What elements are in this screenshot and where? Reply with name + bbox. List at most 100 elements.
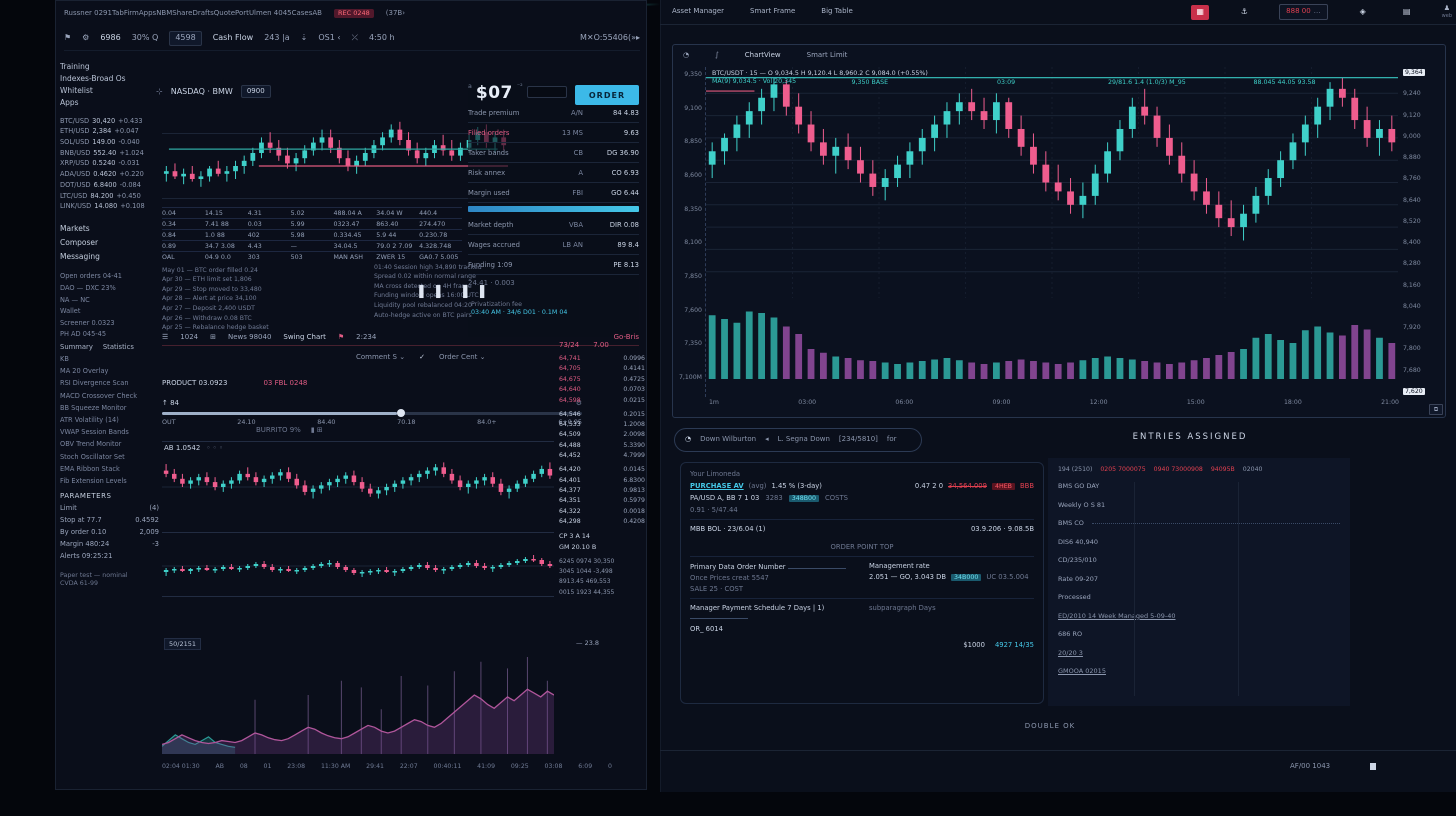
sidebar-nav-item[interactable]: Indexes-Broad Os xyxy=(60,74,126,83)
menubar-item[interactable]: Russner 0291 xyxy=(64,8,112,17)
parameter-row[interactable]: Stop at 77.7 0.4592 xyxy=(60,515,159,524)
mid-row[interactable]: 64,452 4.7999 xyxy=(559,452,645,460)
bid-row[interactable]: 64,351 0.5979 xyxy=(559,497,645,505)
parameter-row[interactable]: Limit (4) xyxy=(60,503,159,512)
price-axis-label[interactable]: 8,880 xyxy=(1403,154,1421,162)
gear-icon[interactable]: ⚙ xyxy=(82,33,90,43)
watchlist-item[interactable]: BTC/USD 30,420 +0.433 xyxy=(60,116,143,125)
tab-swing-chart[interactable]: Swing Chart xyxy=(283,333,326,342)
mbb-field[interactable]: MBB BOL · 23/6.04 (1) xyxy=(690,525,766,533)
ask-row[interactable]: 64,705 0.4141 xyxy=(559,365,645,373)
menubar-extra[interactable]: (37 xyxy=(385,8,398,17)
menubar-item[interactable]: Quote xyxy=(213,8,236,17)
bid-row[interactable]: 64,377 0.9813 xyxy=(559,486,645,494)
toolbar-right-icon[interactable]: 06 xyxy=(617,33,628,43)
table-row[interactable]: OAL 04.9 0.0 303 503 MAN ASH ZWER 15 GA0.7 5.0… xyxy=(162,251,462,262)
sidebar-tool-item[interactable]: Screener 0.0323 xyxy=(60,318,115,327)
indicator-item[interactable]: MACD Crossover Check xyxy=(60,391,138,400)
price-alert-badge[interactable]: 888 00 … xyxy=(1279,4,1328,20)
summary-tab[interactable]: Summary xyxy=(60,343,93,352)
chart-type-label[interactable]: Cash Flow xyxy=(212,33,254,43)
ask-row[interactable]: 64,741 0.0996 xyxy=(559,355,645,362)
menubar-item[interactable]: Firm xyxy=(123,8,139,17)
mid-row[interactable]: 64,533 1.2008 xyxy=(559,420,645,428)
watchlist-item[interactable]: ETH/USD 2,384 +0.047 xyxy=(60,127,139,136)
price-axis-label[interactable]: 8,160 xyxy=(1403,281,1421,289)
tab-1024[interactable]: 1024 xyxy=(180,333,199,342)
depth-slider[interactable] xyxy=(468,206,639,212)
bid-row[interactable]: 64,322 0.0018 xyxy=(559,507,645,515)
volume-area-chart[interactable] xyxy=(161,651,555,756)
curve-icon[interactable]: ∫ xyxy=(715,51,719,60)
grid-icon[interactable]: ⊞ xyxy=(210,333,216,342)
indicator-item[interactable]: ATR Volatility (14) xyxy=(60,415,119,424)
table-row[interactable]: 0.84 1.0 88 402 5.98 0.334.45 5.9 44 0.230.78 xyxy=(162,229,462,240)
toolbar-right-icon[interactable]: ✕ xyxy=(586,33,594,43)
sidebar-group-item[interactable]: Markets xyxy=(60,223,90,233)
menubar-item[interactable]: Ulmen 4045 xyxy=(248,8,292,17)
menubar-item[interactable]: Drafts xyxy=(192,8,214,17)
entries-row[interactable]: 20/20 3 xyxy=(1058,648,1083,657)
pause-buttons[interactable]: ❚❚ ❚❚ xyxy=(416,284,494,299)
toolbar-right-icon[interactable]: ( xyxy=(627,33,632,43)
order-point-link[interactable]: ORDER POINT TOP xyxy=(830,543,894,551)
toolbar-right-icon[interactable]: O: xyxy=(593,33,603,43)
toolbar-right-icon[interactable]: 554 xyxy=(602,33,618,43)
entries-row[interactable]: DIS6 40,940 xyxy=(1058,537,1098,546)
symbol-name[interactable]: NASDAQ · BMW xyxy=(170,86,233,96)
gear-icon[interactable]: ⚙ xyxy=(575,399,582,407)
indicator-item[interactable]: MA 20 Overlay xyxy=(60,367,109,376)
user-icon[interactable]: ♟ xyxy=(1443,3,1450,12)
indicator-item[interactable]: BB Squeeze Monitor xyxy=(60,403,127,412)
entries-row[interactable]: Weekly O S 81 xyxy=(1058,500,1106,509)
tab-chartview[interactable]: ChartView xyxy=(744,51,781,60)
panel-icon[interactable]: ▤ xyxy=(1402,6,1411,16)
menubar-item[interactable]: Share xyxy=(172,8,193,17)
mid-row[interactable]: 64,509 2.0098 xyxy=(559,431,645,439)
range-slider-track[interactable] xyxy=(162,409,582,418)
entries-row[interactable]: 686 RO xyxy=(1058,630,1083,639)
indicator-item[interactable]: Stoch Oscillator Set xyxy=(60,452,125,461)
interval-button[interactable]: 4598 xyxy=(169,31,202,46)
parameter-row[interactable]: Alerts 09:25:21 xyxy=(60,551,113,560)
sidebar-tool-item[interactable]: DAO — DXC 23% xyxy=(60,284,116,293)
bid-row[interactable]: 64,298 0.4208 xyxy=(559,518,645,526)
statistics-tab[interactable]: Statistics xyxy=(102,343,134,352)
menubar-item[interactable]: AB xyxy=(312,8,322,17)
parameter-row[interactable]: Margin 480:24 -3 xyxy=(60,539,159,548)
chevron-left-icon[interactable]: ◂ xyxy=(765,435,769,444)
flag-icon[interactable]: ⚑ xyxy=(64,33,72,43)
crosshair-icon[interactable]: ⊹ xyxy=(156,86,163,96)
table-row[interactable]: 0.04 14.15 4.31 5.02 488.04 A 34.04 W 440.4 xyxy=(162,207,462,218)
sidebar-tool-item[interactable]: PH AD 045-45 xyxy=(60,330,107,339)
watchlist-item[interactable]: LTC/USD 84.200 +0.450 xyxy=(60,191,141,200)
entries-row[interactable]: Rate 09-207 xyxy=(1058,574,1098,583)
menubar-item[interactable]: Tab xyxy=(111,8,124,17)
table-row[interactable]: 0.34 7.41 88 0.03 5.99 0323.47 863.40 274.470 xyxy=(162,218,462,229)
menubar-item[interactable]: NBM xyxy=(156,8,173,17)
sidebar-nav-item[interactable]: Whitelist xyxy=(60,86,93,95)
ask-row[interactable]: 64,675 0.4725 xyxy=(559,375,645,383)
bid-row[interactable]: 64,401 6.8300 xyxy=(559,476,645,484)
anchor-icon[interactable]: ⚓ xyxy=(1240,6,1248,16)
alerts-tab[interactable]: Go-Bris xyxy=(613,333,639,342)
check-icon[interactable]: ✓ xyxy=(419,353,425,361)
price-axis-label[interactable]: 7,680 xyxy=(1403,366,1421,374)
secondary-candlestick-chart[interactable]: AB 1.0542 ◦ ◦ ◦ xyxy=(162,441,554,533)
indicator-item[interactable]: Fib Extension Levels xyxy=(60,476,127,485)
price-axis-label[interactable]: 9,120 xyxy=(1403,111,1421,119)
indicator-item[interactable]: VWAP Session Bands xyxy=(60,428,129,437)
widget-pill-bar[interactable]: ◔ Down Wilburton ◂ L. Segna Down [234/58… xyxy=(674,428,922,452)
pill-label-2[interactable]: L. Segna Down xyxy=(777,435,830,444)
mid-row[interactable]: 64,488 5.3390 xyxy=(559,441,645,449)
shield-icon[interactable]: ◈ xyxy=(1359,6,1366,16)
price-axis-label[interactable]: 8,400 xyxy=(1403,239,1421,247)
os-label[interactable]: OS1 ‹ xyxy=(318,33,341,43)
ask-row[interactable]: 64,640 0.0703 xyxy=(559,386,645,394)
price-axis-label[interactable]: 9,364 xyxy=(1403,69,1425,76)
comment-dropdown[interactable]: Comment S ⌄ xyxy=(356,353,406,361)
price-axis-label[interactable]: 7,920 xyxy=(1403,324,1421,332)
top-menu-item[interactable]: Big Table xyxy=(821,7,853,16)
watchlist-item[interactable]: LINK/USD 14.080 +0.108 xyxy=(60,202,145,211)
entries-row[interactable]: GMOOA 02015 xyxy=(1058,667,1106,676)
